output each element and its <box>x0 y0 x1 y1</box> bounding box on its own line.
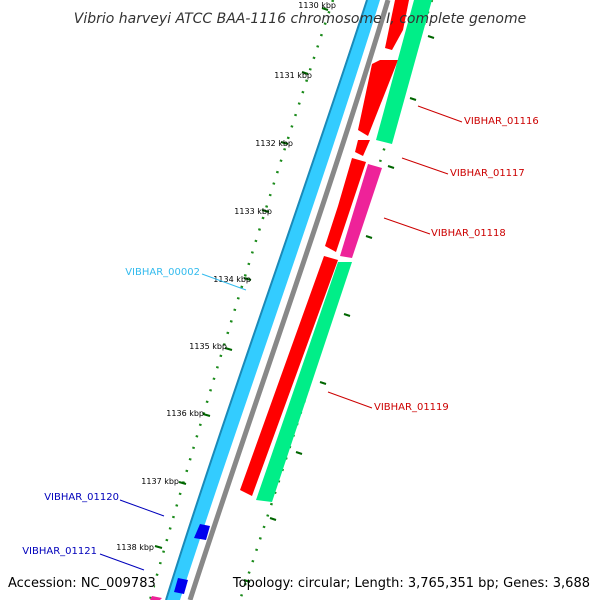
footer-bg-left <box>4 572 154 592</box>
gene-01121-arrow <box>174 578 188 594</box>
tick-label-1135: 1135 kbp <box>189 342 227 351</box>
tick-label-1132: 1132 kbp <box>255 139 293 148</box>
tick-label-1133: 1133 kbp <box>234 207 272 216</box>
gene-01116-arrow <box>358 60 398 136</box>
gene-magenta-1 <box>340 164 382 258</box>
reverse-strand-band <box>166 0 380 600</box>
map-title: Vibrio harveyi ATCC BAA-1116 chromosome … <box>74 11 526 27</box>
gene-label-01121: VIBHAR_01121 <box>22 546 97 557</box>
gene-01118-arrow <box>325 158 366 252</box>
gene-01117-arrow <box>355 140 370 156</box>
gene-label-leaders <box>99 105 463 571</box>
gene-green-1 <box>376 0 432 144</box>
inner-dotted-ring <box>148 0 335 600</box>
tick-marks <box>154 7 329 549</box>
gene-label-01119: VIBHAR_01119 <box>374 402 449 413</box>
outer-tick-marks <box>243 35 435 583</box>
tick-label-1138: 1138 kbp <box>116 543 154 552</box>
gene-label-01117: VIBHAR_01117 <box>450 168 525 179</box>
tick-label-1136: 1136 kbp <box>166 409 204 418</box>
gene-01115-arrow <box>385 0 409 50</box>
tick-labels: 1130 kbp 1131 kbp 1132 kbp 1133 kbp 1134… <box>116 1 336 552</box>
gene-magenta-2 <box>150 596 162 600</box>
tick-label-1130: 1130 kbp <box>298 1 336 10</box>
tick-label-1137: 1137 kbp <box>141 477 179 486</box>
strand-gap <box>182 0 384 600</box>
reverse-strand-edge <box>165 0 368 600</box>
gene-label-01116: VIBHAR_01116 <box>464 116 539 127</box>
gene-label-01120: VIBHAR_01120 <box>44 492 119 503</box>
genome-summary: Topology: circular; Length: 3,765,351 bp… <box>232 576 590 591</box>
accession-label: Accession: NC_009783 <box>8 576 156 591</box>
footer-bg-right <box>256 572 596 592</box>
gene-01119-arrow <box>240 256 338 496</box>
gene-01120-arrow <box>194 524 210 540</box>
gene-label-00002: VIBHAR_00002 <box>125 267 200 278</box>
gene-green-2 <box>256 262 352 502</box>
tick-label-1134: 1134 kbp <box>213 275 251 284</box>
gene-label-01118: VIBHAR_01118 <box>431 228 506 239</box>
tick-label-1131: 1131 kbp <box>274 71 312 80</box>
backbone <box>187 0 391 600</box>
